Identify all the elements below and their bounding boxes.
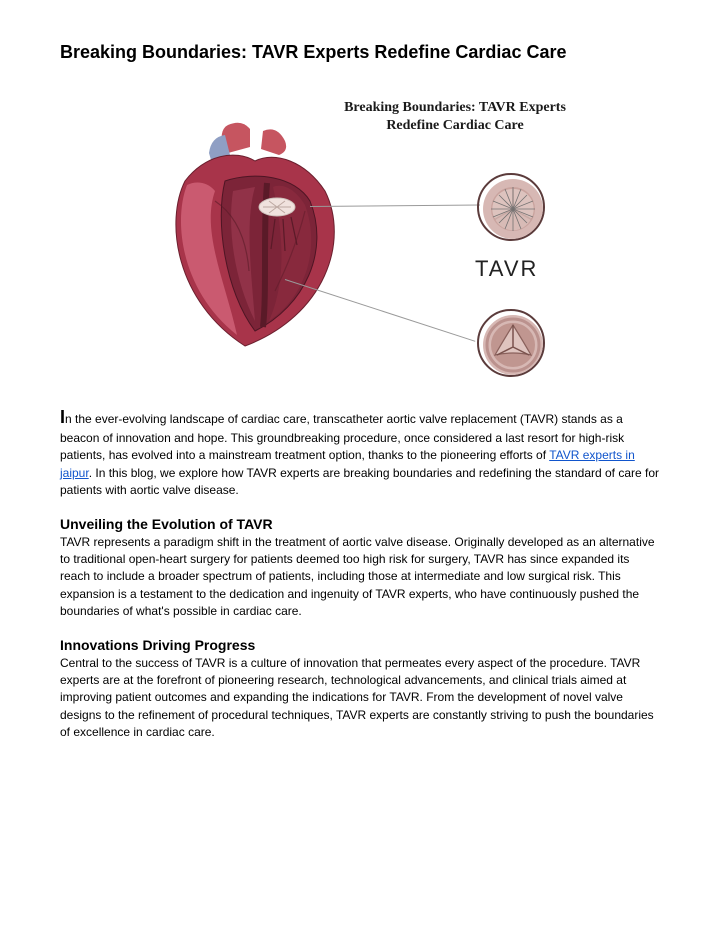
- section-body-2: Central to the success of TAVR is a cult…: [60, 655, 660, 742]
- figure-title: Breaking Boundaries: TAVR Experts Redefi…: [335, 99, 575, 134]
- hero-figure: Breaking Boundaries: TAVR Experts Redefi…: [145, 91, 575, 386]
- page-title: Breaking Boundaries: TAVR Experts Redefi…: [60, 42, 660, 63]
- section-body-1: TAVR represents a paradigm shift in the …: [60, 534, 660, 621]
- heart-diagram: [155, 121, 355, 361]
- tavr-label: TAVR: [475, 256, 538, 282]
- valve-inset-top: [477, 173, 545, 241]
- valve-inset-bottom: [477, 309, 545, 377]
- intro-text-before: n the ever-evolving landscape of cardiac…: [60, 412, 624, 462]
- intro-text-after: . In this blog, we explore how TAVR expe…: [60, 466, 659, 497]
- section-heading-2: Innovations Driving Progress: [60, 637, 660, 653]
- section-heading-1: Unveiling the Evolution of TAVR: [60, 516, 660, 532]
- intro-paragraph: In the ever-evolving landscape of cardia…: [60, 404, 660, 500]
- leader-line-1: [310, 205, 480, 207]
